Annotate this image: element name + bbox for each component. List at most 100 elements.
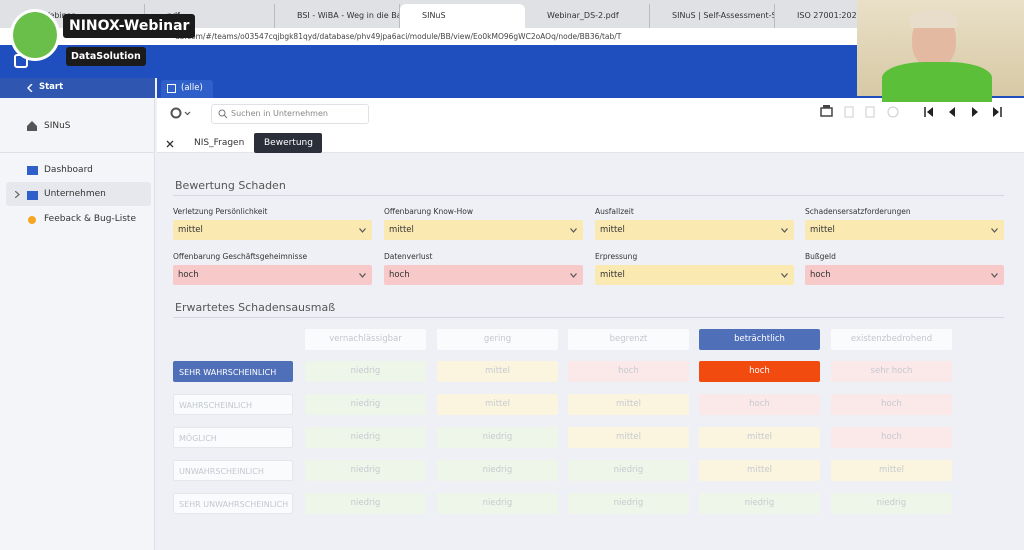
- browser-tab[interactable]: SINuS: [400, 4, 525, 28]
- home-icon: [27, 121, 37, 131]
- dashboard-icon: [27, 166, 38, 175]
- dropdown-chevron: [359, 273, 366, 278]
- risk-cell[interactable]: niedrig: [305, 361, 426, 382]
- dropdown-chevron: [570, 273, 577, 278]
- section-title: Bewertung Schaden: [175, 179, 286, 192]
- risk-cell[interactable]: niedrig: [305, 427, 426, 448]
- row-header[interactable]: SEHR WAHRSCHEINLICH: [173, 361, 293, 382]
- field-label: Schadensersatzforderungen: [805, 207, 911, 216]
- risk-cell[interactable]: hoch: [699, 361, 820, 382]
- select-field[interactable]: hoch: [805, 265, 1004, 285]
- overlay-title: NINOX-Webinar: [63, 14, 195, 38]
- address-bar[interactable]: db.com/#/teams/o03547cqjbgk81qyd/databas…: [0, 28, 1024, 45]
- browser-tab[interactable]: Webinar_DS-2.pdf: [525, 4, 650, 28]
- settings-icon[interactable]: [170, 106, 192, 120]
- risk-cell[interactable]: hoch: [831, 394, 952, 415]
- select-field[interactable]: mittel: [384, 220, 583, 240]
- column-header[interactable]: gering: [437, 329, 558, 350]
- webcam-video: [857, 0, 1024, 102]
- select-field[interactable]: mittel: [173, 220, 372, 240]
- risk-cell[interactable]: mittel: [699, 460, 820, 481]
- nav-item[interactable]: Dashboard: [44, 165, 93, 175]
- url: db.com/#/teams/o03547cqjbgk81qyd/databas…: [175, 32, 622, 41]
- row-header[interactable]: MÖGLICH: [173, 427, 293, 448]
- nav-item[interactable]: Unternehmen: [44, 189, 106, 199]
- select-field[interactable]: mittel: [595, 265, 794, 285]
- browser-tab[interactable]: BSI - WiBA - Weg in die Basis-Abs: [275, 4, 400, 28]
- view-tab-bar: (alle): [157, 78, 1024, 98]
- select-field[interactable]: hoch: [173, 265, 372, 285]
- sidebar: Start SINuS Dashboard Unternehmen Feebac…: [0, 78, 155, 550]
- select-field[interactable]: mittel: [805, 220, 1004, 240]
- record-controls[interactable]: [817, 104, 1012, 122]
- risk-cell[interactable]: niedrig: [437, 427, 558, 448]
- feedback-icon: [28, 216, 36, 224]
- row-header[interactable]: WAHRSCHEINLICH: [173, 394, 293, 415]
- view-tab[interactable]: (alle): [161, 80, 213, 98]
- risk-cell[interactable]: niedrig: [305, 460, 426, 481]
- risk-cell[interactable]: mittel: [699, 427, 820, 448]
- field-label: Ausfallzeit: [595, 207, 634, 216]
- record-tab[interactable]: NIS_Fragen: [194, 138, 245, 148]
- risk-cell[interactable]: niedrig: [437, 493, 558, 514]
- risk-cell[interactable]: hoch: [831, 427, 952, 448]
- dropdown-chevron: [781, 273, 788, 278]
- expand-chevron[interactable]: [15, 191, 20, 198]
- main-area: (alle) Suchen in Unternehmen NIS_Fragen …: [157, 78, 1024, 550]
- dropdown-chevron: [991, 273, 998, 278]
- risk-cell[interactable]: niedrig: [831, 493, 952, 514]
- column-header[interactable]: existenzbedrohend: [831, 329, 952, 350]
- search-input[interactable]: Suchen in Unternehmen: [211, 104, 369, 124]
- risk-cell[interactable]: niedrig: [305, 394, 426, 415]
- row-header[interactable]: UNWAHRSCHEINLICH: [173, 460, 293, 481]
- column-header[interactable]: vernachlässigbar: [305, 329, 426, 350]
- column-header[interactable]: begrenzt: [568, 329, 689, 350]
- workspace-name[interactable]: SINuS: [44, 121, 71, 131]
- search-placeholder: Suchen in Unternehmen: [231, 109, 328, 118]
- back-label: Start: [39, 82, 64, 92]
- risk-cell[interactable]: niedrig: [568, 493, 689, 514]
- risk-cell[interactable]: niedrig: [699, 493, 820, 514]
- risk-cell[interactable]: sehr hoch: [831, 361, 952, 382]
- field-label: Erpressung: [595, 252, 638, 261]
- field-label: Offenbarung Geschäftsgeheimnisse: [173, 252, 308, 261]
- browser-tab[interactable]: SINuS | Self-Assessment-System f: [650, 4, 775, 28]
- risk-cell[interactable]: niedrig: [437, 460, 558, 481]
- dropdown-chevron: [570, 228, 577, 233]
- toolbar: Suchen in Unternehmen NIS_Fragen Bewertu…: [157, 98, 1024, 153]
- row-header[interactable]: SEHR UNWAHRSCHEINLICH: [173, 493, 293, 514]
- select-field[interactable]: hoch: [384, 265, 583, 285]
- webcam-hair: [910, 10, 958, 28]
- table-icon: [167, 84, 176, 93]
- risk-cell[interactable]: mittel: [437, 394, 558, 415]
- dropdown-chevron: [359, 228, 366, 233]
- divider: [173, 317, 1004, 318]
- nav-item[interactable]: Feeback & Bug-Liste: [44, 214, 136, 224]
- section-title: Erwartetes Schadensausmaß: [175, 301, 336, 314]
- close-icon[interactable]: [166, 140, 174, 148]
- risk-cell[interactable]: niedrig: [305, 493, 426, 514]
- view-tab-label: (alle): [181, 83, 203, 93]
- risk-cell[interactable]: niedrig: [568, 460, 689, 481]
- app-header: [0, 45, 1024, 78]
- webcam-shirt: [882, 62, 992, 102]
- browser-tab[interactable]: ISO 27001:2022 - Die: [775, 4, 860, 28]
- risk-cell[interactable]: hoch: [699, 394, 820, 415]
- select-field[interactable]: mittel: [595, 220, 794, 240]
- risk-cell[interactable]: mittel: [568, 394, 689, 415]
- record-tab-active[interactable]: Bewertung: [254, 133, 322, 153]
- back-bar[interactable]: Start: [0, 78, 155, 98]
- overlay-subtitle: DataSolution: [66, 47, 146, 66]
- column-header[interactable]: beträchtlich: [699, 329, 820, 350]
- field-label: Verletzung Persönlichkeit: [173, 207, 268, 216]
- divider: [0, 152, 155, 153]
- risk-cell[interactable]: hoch: [568, 361, 689, 382]
- overlay-logo: [10, 9, 60, 61]
- field-label: Bußgeld: [805, 252, 836, 261]
- risk-cell[interactable]: mittel: [437, 361, 558, 382]
- field-label: Offenbarung Know-How: [384, 207, 473, 216]
- risk-cell[interactable]: mittel: [568, 427, 689, 448]
- risk-cell[interactable]: mittel: [831, 460, 952, 481]
- back-chevron: [27, 84, 33, 92]
